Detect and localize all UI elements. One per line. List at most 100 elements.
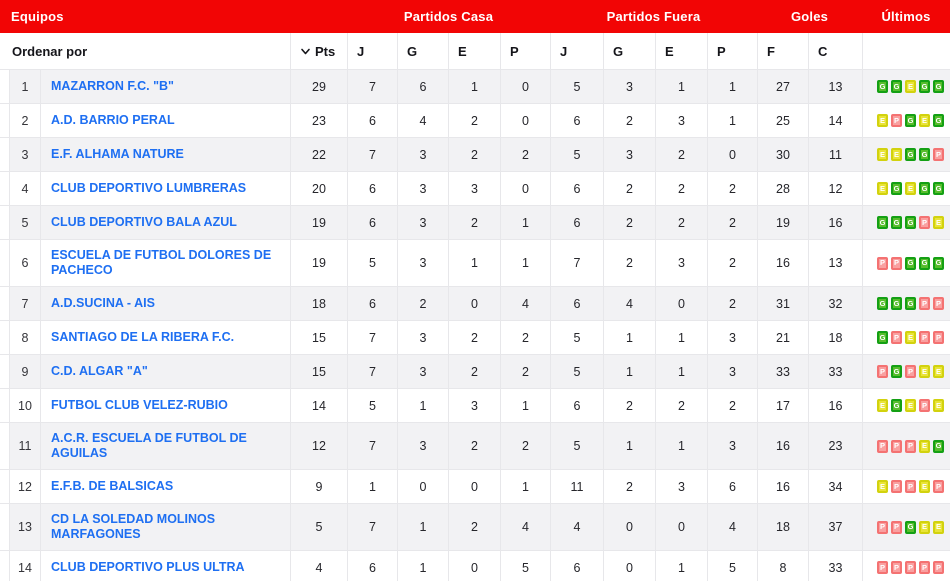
column-header-fuera-g[interactable]: G bbox=[603, 33, 655, 69]
column-header-goles-c[interactable]: C bbox=[808, 33, 862, 69]
form-badge-loss: P bbox=[919, 216, 930, 229]
form-badge-loss: P bbox=[891, 114, 902, 127]
column-header-casa-g[interactable]: G bbox=[397, 33, 448, 69]
form-badge-draw: E bbox=[919, 480, 930, 493]
stat-goles-f: 27 bbox=[757, 70, 808, 103]
stat-pts: 29 bbox=[290, 70, 347, 103]
team-link[interactable]: CLUB DEPORTIVO LUMBRERAS bbox=[51, 181, 247, 195]
stat-fuera-p: 0 bbox=[707, 138, 757, 171]
team-link[interactable]: E.F.B. DE BALSICAS bbox=[51, 479, 174, 493]
form-badge-win: G bbox=[891, 399, 902, 412]
team-link[interactable]: CLUB DEPORTIVO PLUS ULTRA bbox=[51, 560, 245, 574]
stat-goles-c: 18 bbox=[808, 321, 862, 354]
form-badge-loss: P bbox=[933, 297, 944, 310]
team-link[interactable]: ESCUELA DE FUTBOL DOLORES DE PACHECO bbox=[51, 248, 272, 277]
form-badge-win: G bbox=[905, 520, 916, 534]
stat-goles-c: 13 bbox=[808, 240, 862, 286]
team-link[interactable]: C.D. ALGAR "A" bbox=[51, 364, 148, 378]
position-number: 13 bbox=[9, 504, 40, 550]
stat-pts: 5 bbox=[290, 504, 347, 550]
stat-casa-e: 2 bbox=[448, 504, 500, 550]
stat-fuera-j: 5 bbox=[550, 321, 603, 354]
stat-pts: 15 bbox=[290, 355, 347, 388]
column-header-pts[interactable]: Pts bbox=[290, 33, 347, 69]
column-header-fuera-e[interactable]: E bbox=[655, 33, 707, 69]
stat-goles-f: 25 bbox=[757, 104, 808, 137]
row-left-gutter bbox=[0, 423, 9, 469]
row-left-gutter bbox=[0, 206, 9, 239]
table-row: 13 CD LA SOLEDAD MOLINOS MARFAGONES 5 7 1 2 4 4… bbox=[0, 504, 950, 551]
form-badge-win: G bbox=[891, 216, 902, 229]
position-number: 6 bbox=[9, 240, 40, 286]
column-header-casa-p[interactable]: P bbox=[500, 33, 550, 69]
stat-pts: 12 bbox=[290, 423, 347, 469]
form-badge-draw: E bbox=[933, 216, 944, 229]
stat-fuera-p: 4 bbox=[707, 504, 757, 550]
column-header-fuera-p[interactable]: P bbox=[707, 33, 757, 69]
form-badge-win: G bbox=[905, 148, 916, 161]
stat-casa-g: 4 bbox=[397, 104, 448, 137]
team-cell: C.D. ALGAR "A" bbox=[40, 355, 290, 388]
column-header-casa-j[interactable]: J bbox=[347, 33, 397, 69]
form-badge-draw: E bbox=[877, 148, 888, 161]
team-link[interactable]: CD LA SOLEDAD MOLINOS MARFAGONES bbox=[51, 512, 216, 541]
stat-casa-j: 7 bbox=[347, 504, 397, 550]
form-badge-win: G bbox=[891, 182, 902, 195]
stat-casa-e: 2 bbox=[448, 104, 500, 137]
stat-casa-j: 7 bbox=[347, 70, 397, 103]
form-badge-draw: E bbox=[905, 399, 916, 412]
stat-casa-j: 7 bbox=[347, 423, 397, 469]
stat-casa-e: 2 bbox=[448, 355, 500, 388]
stat-casa-p: 4 bbox=[500, 287, 550, 320]
stat-casa-j: 7 bbox=[347, 355, 397, 388]
stat-fuera-e: 1 bbox=[655, 423, 707, 469]
stat-goles-c: 13 bbox=[808, 70, 862, 103]
stat-casa-e: 1 bbox=[448, 240, 500, 286]
row-left-gutter bbox=[0, 138, 9, 171]
group-header-equipos: Equipos bbox=[11, 9, 64, 24]
column-header-fuera-j[interactable]: J bbox=[550, 33, 603, 69]
team-cell: MAZARRON F.C. "B" bbox=[40, 70, 290, 103]
stat-fuera-p: 2 bbox=[707, 389, 757, 422]
table-row: 4 CLUB DEPORTIVO LUMBRERAS 20 6 3 3 0 6 2 2 2 28 12 E… bbox=[0, 172, 950, 206]
team-cell: CLUB DEPORTIVO PLUS ULTRA bbox=[40, 551, 290, 581]
team-link[interactable]: MAZARRON F.C. "B" bbox=[51, 79, 174, 93]
team-link[interactable]: FUTBOL CLUB VELEZ-RUBIO bbox=[51, 398, 228, 412]
stat-fuera-g: 3 bbox=[603, 138, 655, 171]
form-badge-win: G bbox=[877, 331, 888, 344]
position-number: 12 bbox=[9, 470, 40, 503]
team-link[interactable]: E.F. ALHAMA NATURE bbox=[51, 147, 184, 161]
stat-fuera-e: 2 bbox=[655, 206, 707, 239]
stat-fuera-g: 4 bbox=[603, 287, 655, 320]
team-link[interactable]: SANTIAGO DE LA RIBERA F.C. bbox=[51, 330, 235, 344]
team-link[interactable]: CLUB DEPORTIVO BALA AZUL bbox=[51, 215, 237, 229]
form-badge-win: G bbox=[933, 256, 944, 270]
stat-casa-p: 0 bbox=[500, 172, 550, 205]
stat-fuera-e: 2 bbox=[655, 138, 707, 171]
form-badge-draw: E bbox=[905, 182, 916, 195]
form-badge-loss: P bbox=[877, 520, 888, 534]
form-badge-loss: P bbox=[877, 256, 888, 270]
stat-goles-c: 11 bbox=[808, 138, 862, 171]
form-badge-loss: P bbox=[919, 399, 930, 412]
team-link[interactable]: A.C.R. ESCUELA DE FUTBOL DE AGUILAS bbox=[51, 431, 247, 460]
column-header-goles-f[interactable]: F bbox=[757, 33, 808, 69]
sort-by-label: Ordenar por bbox=[12, 43, 88, 59]
team-link[interactable]: A.D.SUCINA - AIS bbox=[51, 296, 155, 310]
stat-casa-g: 3 bbox=[397, 240, 448, 286]
stat-casa-g: 3 bbox=[397, 321, 448, 354]
column-header-casa-e[interactable]: E bbox=[448, 33, 500, 69]
form-badge-loss: P bbox=[905, 561, 916, 574]
stat-fuera-e: 0 bbox=[655, 287, 707, 320]
position-number: 2 bbox=[9, 104, 40, 137]
form-badge-win: G bbox=[891, 80, 902, 93]
position-number: 4 bbox=[9, 172, 40, 205]
team-link[interactable]: A.D. BARRIO PERAL bbox=[51, 113, 175, 127]
stat-fuera-e: 3 bbox=[655, 470, 707, 503]
